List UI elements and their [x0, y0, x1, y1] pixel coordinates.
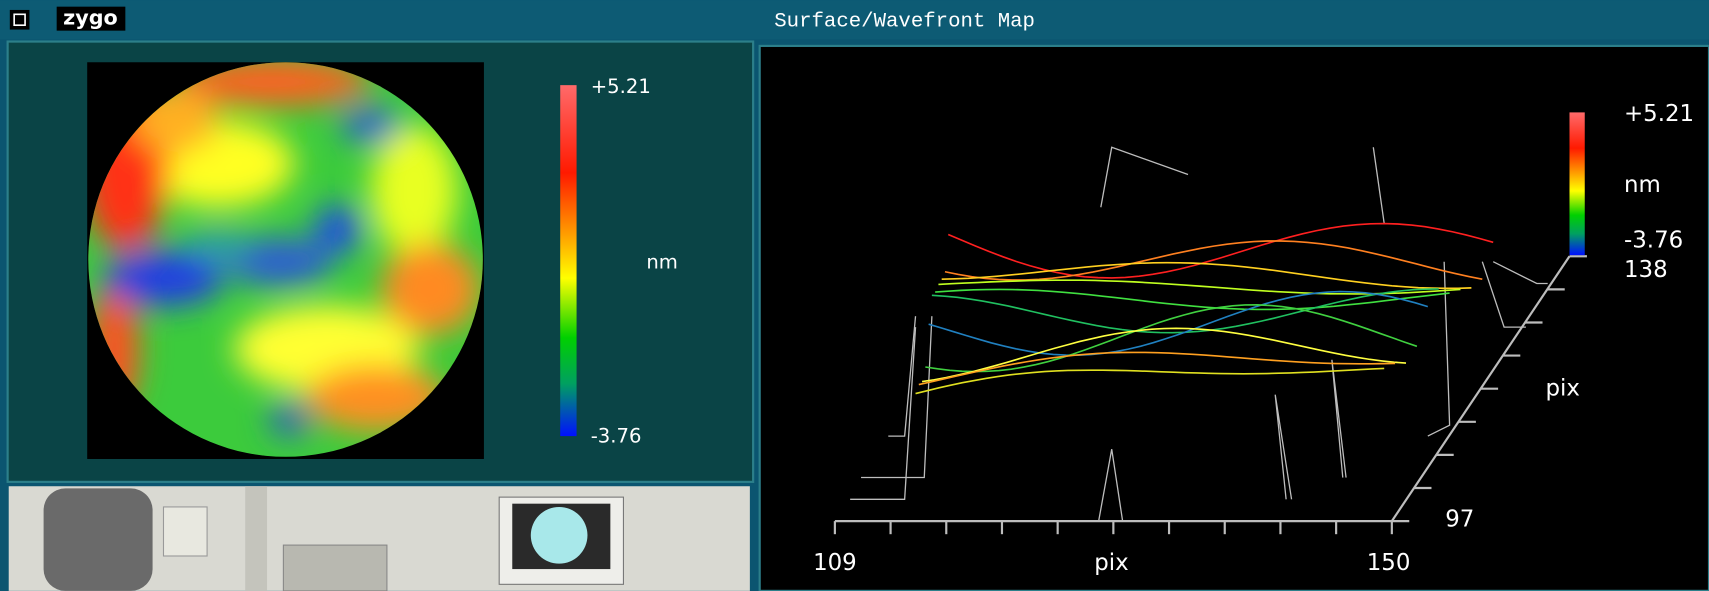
- color-bar: [560, 85, 576, 436]
- scale-unit-3d: nm: [1624, 172, 1661, 198]
- y-axis-label: pix: [1546, 376, 1580, 402]
- scale-unit: nm: [646, 250, 678, 273]
- y-axis-max: 138: [1624, 257, 1668, 283]
- fringe-view: [531, 507, 588, 564]
- map-blob: [371, 125, 458, 256]
- scale-max-3d: +5.21: [1624, 101, 1694, 127]
- scale-min-3d: -3.76: [1624, 228, 1683, 254]
- y-axis-min: 97: [1445, 507, 1474, 533]
- map-blob: [340, 108, 401, 143]
- close-button[interactable]: [10, 10, 30, 30]
- color-bar-3d: [1569, 112, 1584, 255]
- monitor-left: [163, 507, 207, 556]
- x-axis-max: 150: [1367, 550, 1411, 576]
- rack: [245, 486, 267, 591]
- scale-max: +5.21: [591, 75, 651, 98]
- instrument: [44, 488, 153, 590]
- equipment: [283, 545, 387, 591]
- scale-min: -3.76: [591, 425, 642, 448]
- page: zygo Surface/Wavefront Map +5.21 nm -3.7…: [0, 0, 1709, 591]
- plot-panel: [760, 46, 1709, 591]
- logo: zygo: [63, 6, 118, 30]
- x-axis-label: pix: [1094, 550, 1128, 576]
- x-axis-min: 109: [813, 550, 857, 576]
- window-title: Surface/Wavefront Map: [774, 10, 1035, 33]
- window: zygo Surface/Wavefront Map +5.21 nm -3.7…: [0, 0, 1709, 591]
- map-blob: [314, 205, 362, 253]
- map-blob: [381, 243, 479, 335]
- map-blob: [185, 229, 250, 262]
- map-blob: [269, 402, 308, 437]
